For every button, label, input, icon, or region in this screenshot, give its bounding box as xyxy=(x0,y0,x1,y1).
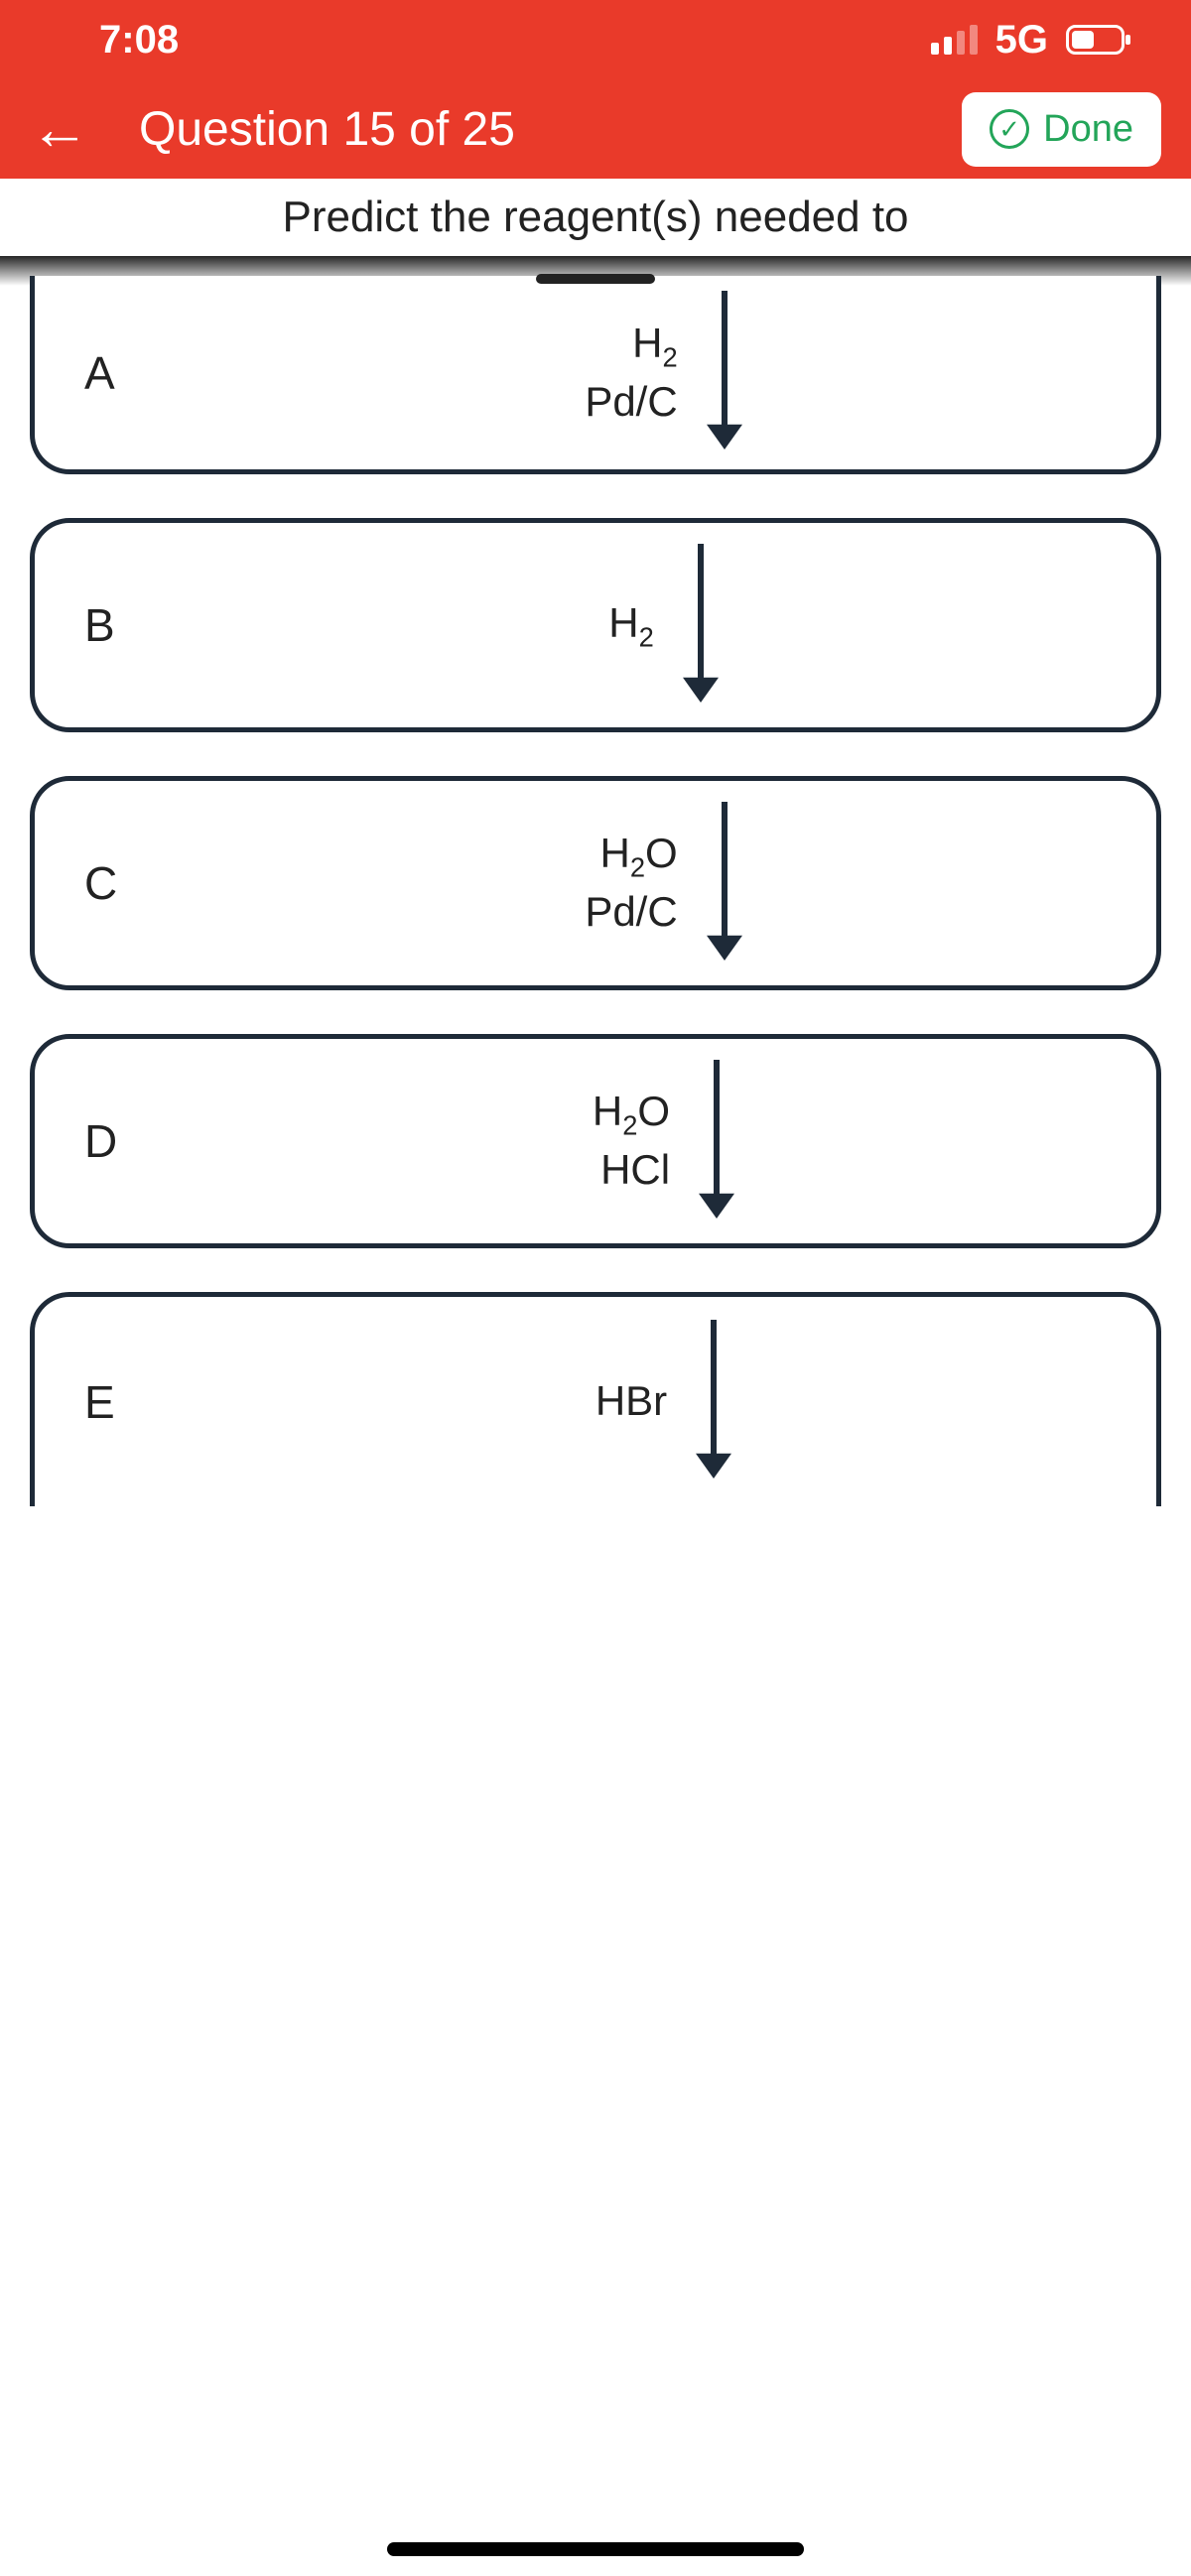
back-arrow-icon[interactable]: ← xyxy=(30,99,89,159)
page-title: Question 15 of 25 xyxy=(139,102,962,157)
signal-icon xyxy=(931,25,978,55)
done-button[interactable]: ✓ Done xyxy=(962,92,1161,167)
option-letter: B xyxy=(84,598,223,652)
header: ← Question 15 of 25 ✓ Done xyxy=(0,79,1191,179)
option-content: H2 xyxy=(223,523,1107,727)
status-bar: 7:08 5G xyxy=(0,0,1191,79)
option-content: H2O HCl xyxy=(223,1039,1107,1243)
home-indicator[interactable] xyxy=(387,2542,804,2556)
option-letter: C xyxy=(84,856,223,910)
status-time: 7:08 xyxy=(99,18,179,63)
network-label: 5G xyxy=(995,18,1048,63)
option-card-d[interactable]: D H2O HCl xyxy=(30,1034,1161,1248)
option-content: H2 Pd/C xyxy=(223,276,1107,469)
option-letter: D xyxy=(84,1114,223,1168)
reaction-arrow-icon xyxy=(704,291,745,454)
option-letter: E xyxy=(84,1375,223,1429)
options-list: A H2 Pd/C B H2 C xyxy=(0,276,1191,1506)
option-letter: A xyxy=(84,346,223,400)
reagent-text: H2 Pd/C xyxy=(585,317,677,429)
sheet-grab-handle[interactable] xyxy=(536,274,655,284)
reagent-text: H2 xyxy=(608,596,654,655)
option-content: H2O Pd/C xyxy=(223,781,1107,985)
option-card-b[interactable]: B H2 xyxy=(30,518,1161,732)
reagent-text: HBr xyxy=(596,1374,667,1429)
reaction-arrow-icon xyxy=(704,802,745,966)
prompt-text: Predict the reagent(s) needed to xyxy=(0,179,1191,256)
reaction-arrow-icon xyxy=(693,1320,734,1483)
done-label: Done xyxy=(1043,108,1133,151)
option-content: HBr xyxy=(223,1297,1107,1506)
reagent-text: H2O HCl xyxy=(593,1085,670,1197)
option-card-a[interactable]: A H2 Pd/C xyxy=(30,276,1161,474)
option-card-c[interactable]: C H2O Pd/C xyxy=(30,776,1161,990)
reagent-text: H2O Pd/C xyxy=(585,827,677,939)
status-right: 5G xyxy=(931,18,1131,63)
check-icon: ✓ xyxy=(990,109,1029,149)
prompt-bar: Predict the reagent(s) needed to xyxy=(0,179,1191,284)
battery-icon xyxy=(1066,25,1131,55)
reaction-arrow-icon xyxy=(696,1060,737,1224)
reaction-arrow-icon xyxy=(680,544,722,708)
option-card-e[interactable]: E HBr xyxy=(30,1292,1161,1506)
